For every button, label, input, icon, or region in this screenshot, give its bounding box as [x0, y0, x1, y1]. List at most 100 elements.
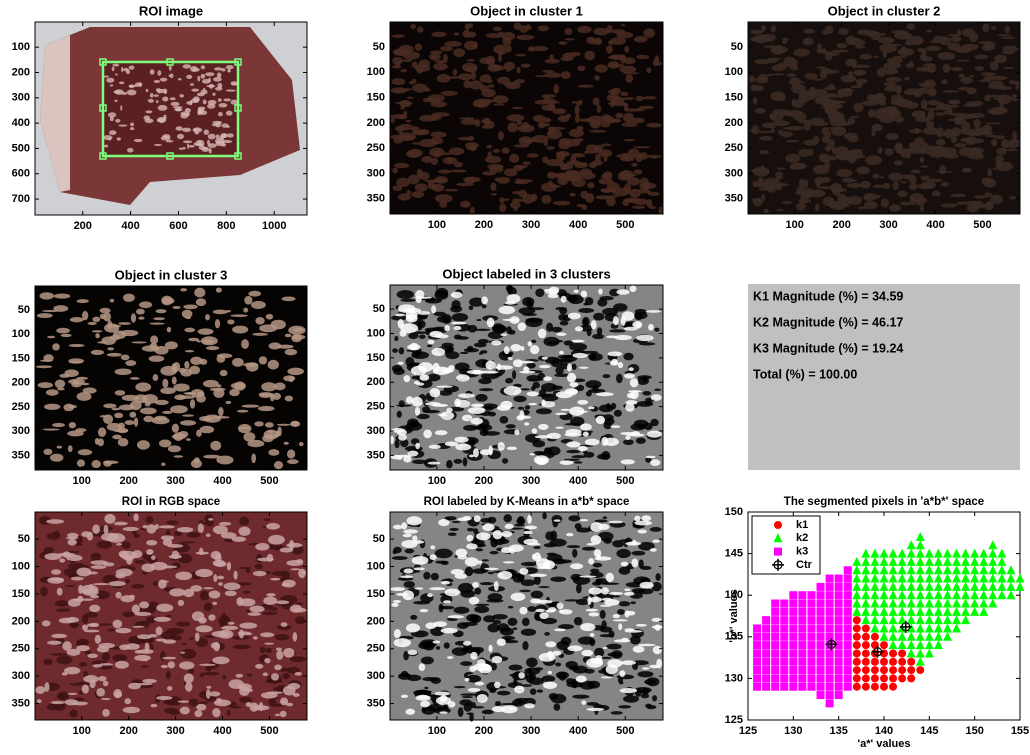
image-texture: [78, 449, 92, 455]
image-texture: [522, 641, 528, 650]
point: [880, 574, 889, 583]
image-texture: [47, 703, 60, 710]
point: [952, 623, 961, 632]
image-texture: [137, 440, 150, 450]
point: [898, 649, 906, 657]
image-texture: [576, 584, 582, 594]
image-texture: [112, 67, 115, 72]
point: [952, 599, 961, 608]
image-texture: [615, 113, 623, 118]
image-texture: [803, 179, 808, 189]
image-texture: [517, 415, 525, 421]
image-texture: [448, 532, 457, 536]
point: [871, 674, 879, 682]
image-texture: [403, 529, 418, 533]
image-texture: [425, 402, 441, 406]
point: [826, 624, 834, 632]
y-tick-label: 130: [725, 672, 743, 684]
point: [988, 557, 997, 566]
image-texture: [135, 650, 143, 654]
image-texture: [406, 150, 420, 158]
image-texture: [819, 155, 825, 158]
image-texture: [607, 674, 613, 677]
image-texture: [213, 525, 228, 534]
image-texture: [155, 524, 159, 530]
image-texture: [625, 630, 643, 633]
image-texture: [887, 58, 903, 64]
image-texture: [104, 525, 109, 535]
point: [916, 557, 925, 566]
image-texture: [997, 34, 1012, 36]
point: [880, 607, 889, 616]
image-texture: [805, 73, 818, 80]
image-texture: [130, 127, 134, 130]
image-texture: [767, 184, 777, 193]
point: [789, 633, 797, 641]
point: [979, 565, 988, 574]
point: [844, 666, 852, 674]
image-texture: [604, 422, 612, 429]
image-texture: [1009, 80, 1017, 84]
image-texture: [98, 438, 104, 446]
image-texture: [544, 72, 561, 77]
point: [853, 633, 861, 641]
point: [934, 615, 943, 624]
image-texture: [43, 449, 52, 455]
image-texture: [753, 198, 762, 207]
image-texture: [585, 439, 600, 446]
image-texture: [488, 572, 494, 574]
point: [925, 582, 934, 591]
image-texture: [396, 593, 408, 596]
point: [826, 608, 834, 616]
point: [943, 549, 952, 558]
image-texture: [445, 442, 458, 447]
image-texture: [253, 636, 258, 639]
y-tick-label: 300: [367, 167, 385, 179]
image-texture: [129, 412, 136, 418]
image-texture: [587, 543, 596, 545]
point: [925, 632, 934, 641]
image-texture: [215, 319, 220, 328]
image-texture: [52, 343, 60, 350]
image-texture: [514, 524, 525, 527]
image-texture: [193, 128, 200, 130]
image-texture: [436, 386, 453, 388]
image-texture: [275, 714, 281, 716]
point: [753, 683, 761, 691]
x-tick-label: 300: [166, 475, 184, 487]
image-texture: [61, 334, 72, 337]
image-texture: [526, 657, 538, 667]
image-texture: [220, 370, 228, 376]
point: [789, 658, 797, 666]
image-texture: [648, 324, 654, 331]
x-tick-label: 145: [920, 725, 938, 737]
point: [835, 666, 843, 674]
image-texture: [434, 692, 450, 696]
image-texture: [640, 582, 654, 589]
image-texture: [147, 524, 157, 533]
image-texture: [554, 629, 566, 632]
image-texture: [815, 97, 828, 104]
image-texture: [209, 691, 220, 696]
point: [870, 599, 879, 608]
image-texture: [438, 169, 452, 173]
image-texture: [406, 190, 411, 195]
point: [889, 666, 897, 674]
image-texture: [134, 534, 140, 538]
image-texture: [166, 520, 178, 524]
image-texture: [571, 178, 585, 187]
image-texture: [223, 140, 233, 143]
point: [753, 658, 761, 666]
image-texture: [918, 88, 930, 94]
image-texture: [859, 54, 871, 60]
y-tick-label: 50: [731, 41, 743, 53]
image-texture: [481, 371, 499, 374]
image-texture: [475, 682, 484, 686]
image-texture: [160, 651, 166, 661]
image-texture: [567, 295, 577, 303]
y-tick-label: 300: [12, 670, 30, 682]
image-texture: [395, 126, 405, 132]
image-texture: [777, 167, 785, 170]
point: [817, 591, 825, 599]
image-texture: [845, 37, 860, 41]
